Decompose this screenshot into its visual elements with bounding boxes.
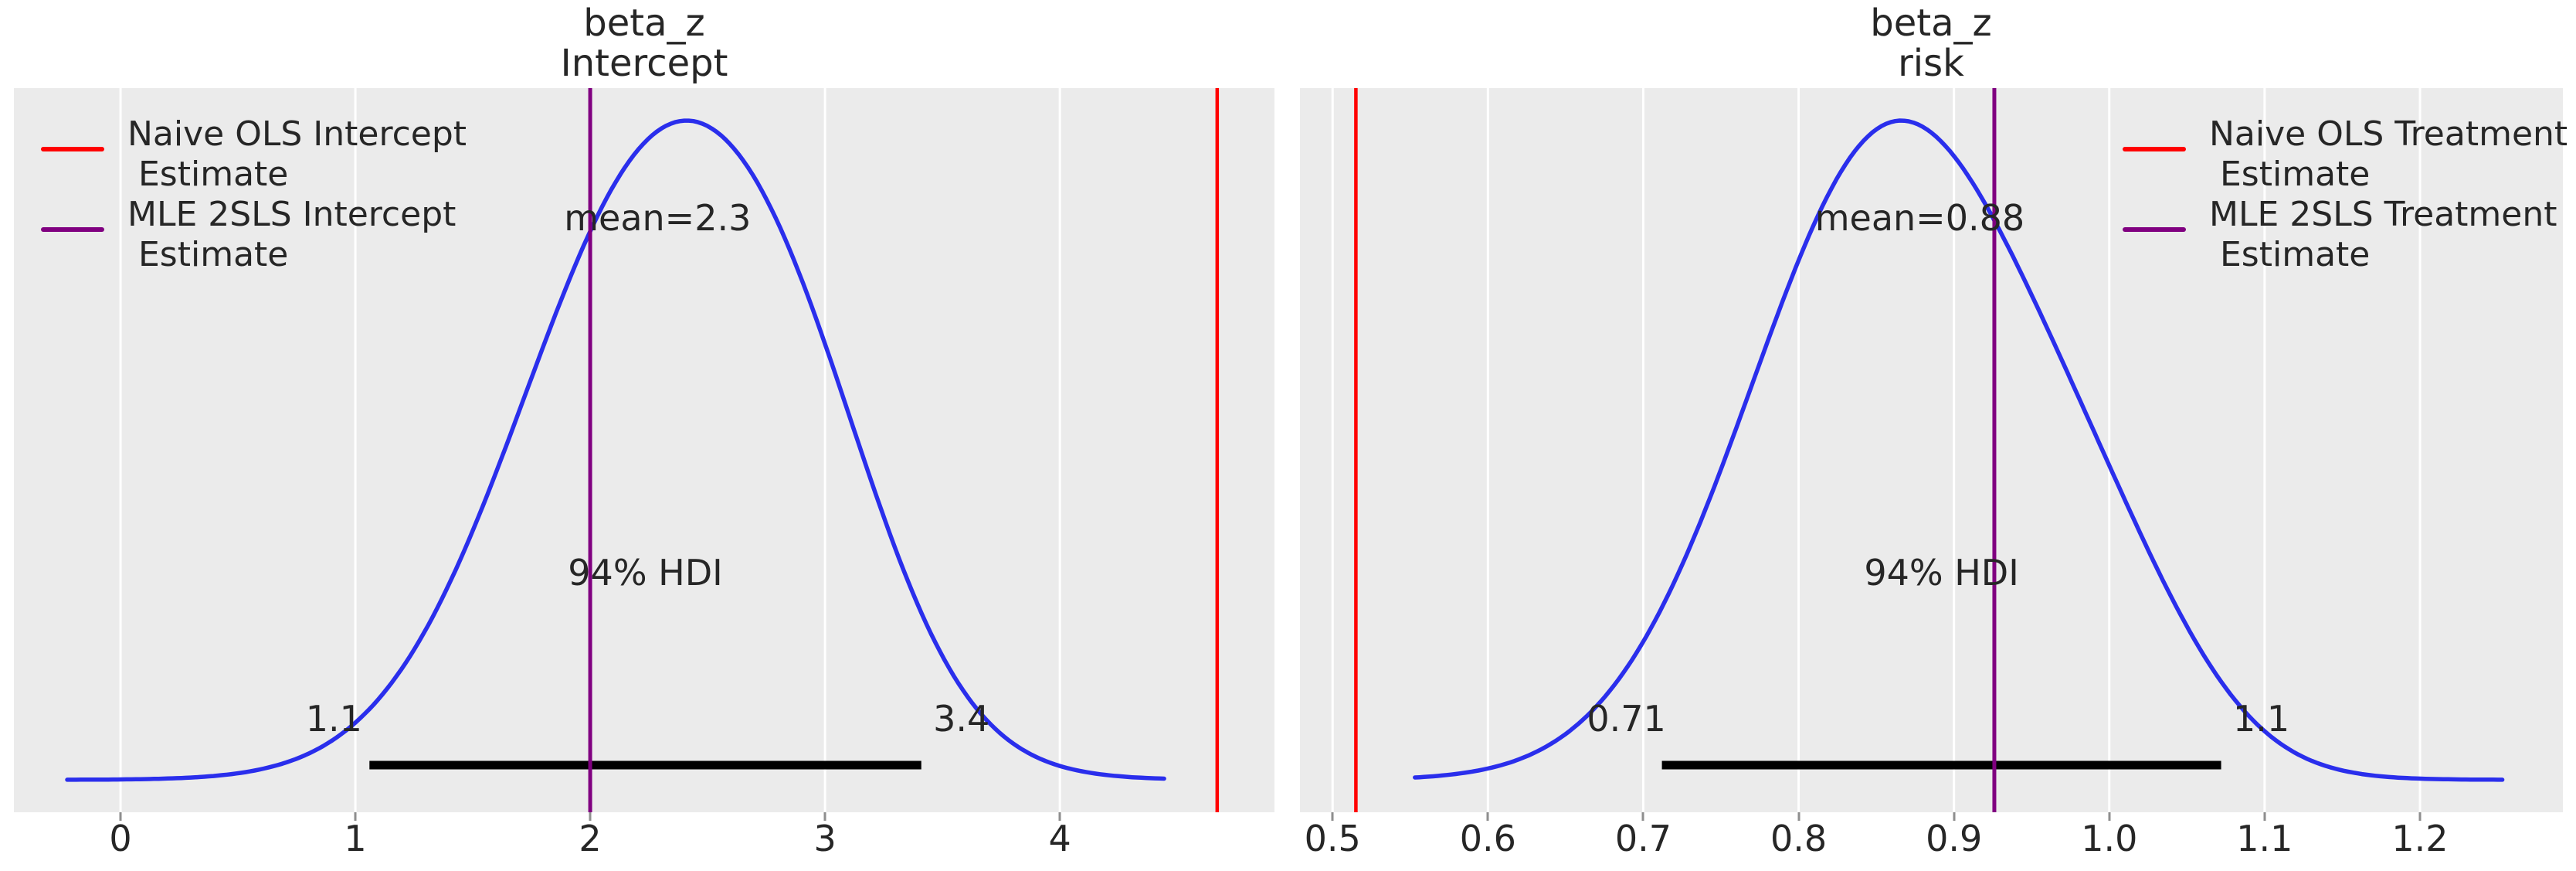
x-tick-mark — [1797, 812, 1800, 821]
naive-ols-line-swatch — [41, 147, 104, 151]
x-tick-label: 0.7 — [1614, 818, 1672, 859]
posterior-density-curve — [65, 118, 1166, 782]
title-line1: beta_z — [583, 2, 705, 45]
plot-canvas — [65, 88, 1220, 812]
plot-title-risk: beta_z risk — [1870, 3, 1991, 83]
x-tick-mark — [119, 812, 122, 821]
legend-label: Naive OLS Treatment — [2209, 114, 2568, 154]
legend-label: Naive OLS Intercept — [127, 114, 467, 154]
x-tick-mark — [2108, 812, 2111, 821]
x-tick-mark — [589, 812, 592, 821]
legend-risk: Naive OLS Treatment Estimate MLE 2SLS Tr… — [2123, 114, 2568, 275]
title-line1: beta_z — [1870, 2, 1992, 45]
x-tick-label: 2 — [579, 818, 602, 859]
x-tick-mark — [1953, 812, 1956, 821]
x-tick-mark — [1641, 812, 1644, 821]
x-tick-mark — [1486, 812, 1489, 821]
axes-intercept — [14, 88, 1274, 812]
plot-canvas — [1331, 88, 2505, 812]
x-tick-label: 0.5 — [1304, 818, 1361, 859]
legend-label: MLE 2SLS Intercept — [127, 195, 456, 234]
legend-intercept: Naive OLS Intercept Estimate MLE 2SLS In… — [41, 114, 467, 275]
legend-entry-naive-ols: Naive OLS Intercept Estimate — [41, 114, 467, 195]
x-tick-label: 1.0 — [2081, 818, 2138, 859]
legend-label: MLE 2SLS Treatment — [2209, 195, 2557, 234]
x-tick-label: 1 — [344, 818, 367, 859]
legend-entry-mle-2sls: MLE 2SLS Intercept Estimate — [41, 195, 467, 275]
x-tick-label: 0.6 — [1459, 818, 1516, 859]
x-tick-label: 0.8 — [1770, 818, 1828, 859]
hdi-prob-annotation: 94% HDI — [568, 552, 723, 594]
hdi-upper-annotation: 1.1 — [2232, 698, 2290, 740]
legend-entry-naive-ols: Naive OLS Treatment Estimate — [2123, 114, 2568, 195]
x-tick-mark — [1058, 812, 1061, 821]
x-tick-mark — [2418, 812, 2422, 821]
axes-risk — [1300, 88, 2563, 812]
x-tick-label: 1.2 — [2391, 818, 2449, 859]
x-tick-mark — [823, 812, 826, 821]
plot-title-intercept: beta_z Intercept — [561, 3, 728, 83]
x-tick-label: 0.9 — [1926, 818, 1983, 859]
title-line2: risk — [1898, 42, 1964, 85]
mean-annotation: mean=0.88 — [1814, 197, 2025, 239]
mle-2sls-line-swatch — [41, 227, 104, 232]
mle-2sls-line-swatch — [2123, 227, 2186, 232]
legend-entry-mle-2sls: MLE 2SLS Treatment Estimate — [2123, 195, 2568, 275]
legend-label: Estimate — [138, 155, 289, 194]
hdi-upper-annotation: 3.4 — [933, 698, 990, 740]
x-tick-mark — [2263, 812, 2266, 821]
legend-label: Estimate — [138, 235, 289, 274]
x-tick-label: 4 — [1048, 818, 1071, 859]
mean-annotation: mean=2.3 — [564, 197, 752, 239]
x-tick-label: 0 — [109, 818, 132, 859]
posterior-density-curve — [1413, 118, 2505, 782]
title-line2: Intercept — [560, 42, 728, 85]
x-tick-mark — [1331, 812, 1334, 821]
x-tick-mark — [354, 812, 357, 821]
legend-label: Estimate — [2220, 235, 2371, 274]
x-tick-label: 3 — [813, 818, 837, 859]
x-tick-label: 1.1 — [2236, 818, 2293, 859]
hdi-lower-annotation: 0.71 — [1587, 698, 1666, 740]
hdi-prob-annotation: 94% HDI — [1864, 552, 2019, 594]
hdi-lower-annotation: 1.1 — [305, 698, 362, 740]
naive-ols-line-swatch — [2123, 147, 2186, 151]
legend-label: Estimate — [2220, 155, 2371, 194]
